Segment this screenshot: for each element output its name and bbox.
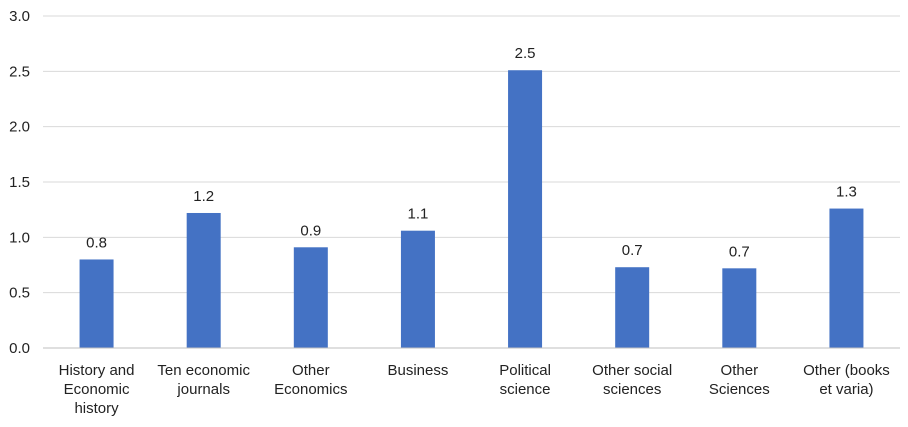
category-label-line: Economics	[274, 381, 347, 398]
bar-2	[293, 247, 328, 348]
category-label-line: journals	[176, 381, 230, 398]
y-tick-label: 2.5	[9, 63, 30, 80]
data-label-3: 1.1	[408, 206, 429, 223]
category-label-1: Ten economic journals	[157, 362, 250, 398]
bar-3	[400, 230, 435, 348]
bar-1	[186, 212, 221, 348]
bar-6	[722, 268, 757, 348]
data-label-6: 0.7	[729, 243, 750, 260]
category-label-line: Other social	[592, 362, 672, 379]
category-label-line: Other	[292, 362, 330, 379]
category-label-line: Other	[721, 362, 759, 379]
category-label-2: Other Economics	[274, 362, 347, 398]
category-label-7: Other (books et varia)	[803, 362, 890, 398]
category-label-line: Ten economic	[157, 362, 250, 379]
bars	[79, 70, 864, 348]
category-label-line: science	[500, 381, 551, 398]
data-label-5: 0.7	[622, 242, 643, 259]
category-label-5: Other social sciences	[592, 362, 672, 398]
category-label-0: History and Economic history	[59, 362, 135, 417]
bar-5	[615, 267, 650, 348]
data-label-0: 0.8	[86, 234, 107, 251]
y-tick-label: 1.0	[9, 229, 30, 246]
x-axis-category-labels: History and Economic history Ten economic jo…	[59, 362, 890, 417]
data-labels: 0.8 1.2 0.9 1.1 2.5 0.7 0.7 1.3	[86, 45, 857, 260]
y-tick-label: 3.0	[9, 8, 30, 25]
grid-lines	[43, 15, 900, 294]
y-tick-label: 0.0	[9, 340, 30, 357]
category-label-4: Political science	[499, 362, 551, 398]
category-label-line: Other (books	[803, 362, 890, 379]
category-label-line: sciences	[603, 381, 661, 398]
category-label-line: History and	[59, 362, 135, 379]
category-label-line: Sciences	[709, 381, 770, 398]
bar-7	[829, 208, 864, 348]
y-tick-label: 0.5	[9, 285, 30, 302]
bar-0	[79, 259, 114, 348]
y-tick-label: 1.5	[9, 174, 30, 191]
y-tick-label: 2.0	[9, 119, 30, 136]
category-label-line: et varia)	[819, 381, 873, 398]
category-label-line: Economic	[64, 381, 130, 398]
category-label-line: history	[74, 400, 119, 417]
bar-4	[508, 70, 543, 348]
data-label-2: 0.9	[300, 222, 321, 239]
category-label-line: Political	[499, 362, 551, 379]
category-label-3: Business	[388, 362, 449, 379]
category-label-6: Other Sciences	[709, 362, 770, 398]
category-label-line: Business	[388, 362, 449, 379]
data-label-1: 1.2	[193, 188, 214, 205]
y-axis-tick-labels: 0.0 0.5 1.0 1.5 2.0 2.5 3.0	[9, 8, 30, 357]
data-label-4: 2.5	[515, 45, 536, 62]
data-label-7: 1.3	[836, 184, 857, 201]
